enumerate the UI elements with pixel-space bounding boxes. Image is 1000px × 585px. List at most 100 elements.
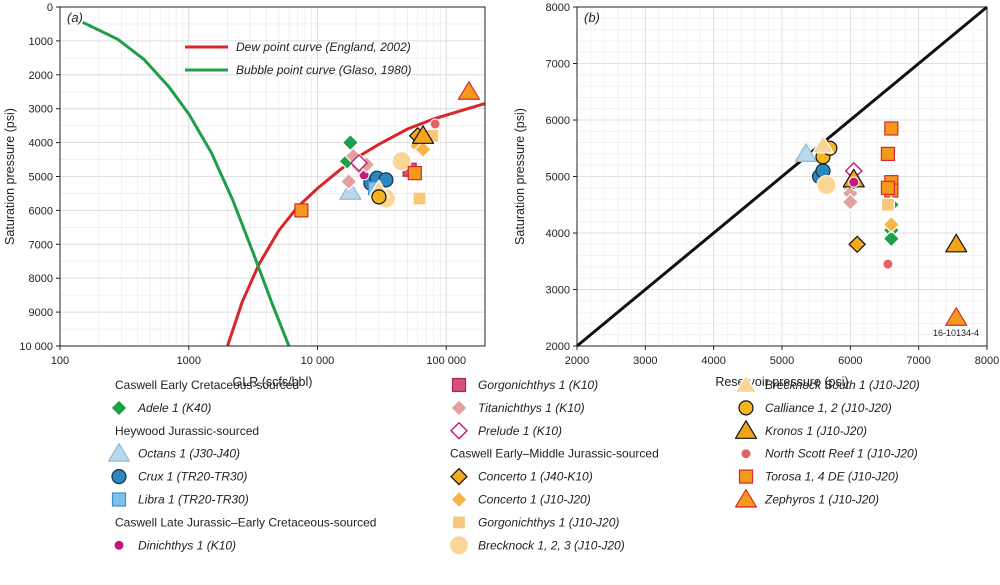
point-torosa-1-4-de-j10-j20	[294, 203, 309, 218]
legend-label: Concerto 1 (J10-J20)	[478, 493, 591, 507]
y-tick-label: 5000	[29, 172, 53, 184]
legend-marker-concerto-1-j10-j20	[450, 490, 468, 509]
panel-a-grid	[59, 6, 486, 347]
y-tick-label: 2000	[29, 70, 53, 82]
legend-label: Gorgonichthys 1 (J10-J20)	[478, 515, 619, 529]
y-tick-label: 8000	[29, 273, 53, 285]
y-tick-label: 3000	[29, 104, 53, 116]
legend-label: Adele 1 (K40)	[137, 401, 211, 415]
point-brecknock-1-2-3-j10-j20	[391, 151, 412, 172]
legend-label: Titanichthys 1 (K10)	[478, 401, 585, 415]
point-north-scott-reef-1-j10-j20	[882, 258, 894, 270]
x-tick-label: 5000	[770, 355, 794, 367]
point-zephyros-1-j10-j20	[457, 81, 481, 100]
panel-a-plot: Dew point curve (England, 2002) Bubble po…	[3, 2, 486, 389]
legend-label: Concerto 1 (J40-K10)	[478, 470, 593, 484]
y-tick-label: 5000	[546, 172, 570, 184]
curve-legend-label: Bubble point curve (Glaso, 1980)	[236, 63, 411, 77]
legend-header: Heywood Jurassic-sourced	[115, 424, 259, 438]
x-axis-label: GLR (scfs/bbl)	[233, 375, 313, 389]
y-tick-label: 7000	[546, 59, 570, 71]
point-kronos-1-j10-j20	[945, 233, 968, 253]
x-tick-label: 2000	[565, 355, 589, 367]
x-tick-label: 8000	[975, 355, 999, 367]
x-tick-label: 4000	[701, 355, 725, 367]
point-titanichthys-1-k10	[841, 193, 860, 211]
point-torosa-1-4-de-j10-j20	[880, 180, 896, 195]
legend-label: Dinichthys 1 (K10)	[138, 538, 236, 552]
legend-marker-titanichthys-1-k10	[450, 399, 468, 417]
x-tick-label: 7000	[906, 355, 930, 367]
legend-label: Torosa 1, 4 DE (J10-J20)	[765, 470, 899, 484]
point-adele-1-k40	[882, 229, 901, 248]
legend-label: Prelude 1 (K10)	[478, 424, 562, 438]
legend-marker-calliance-1-2-j10-j20	[738, 400, 754, 416]
point-prelude-1-k10	[349, 153, 368, 172]
y-tick-label: 10 000	[19, 341, 53, 353]
curve-legend-label: Dew point curve (England, 2002)	[236, 40, 411, 54]
legend-label: North Scott Reef 1 (J10-J20)	[765, 447, 918, 461]
panel-a-points	[294, 81, 481, 218]
curve-bubble-point-curve-glaso-1980	[82, 20, 291, 346]
x-tick-label: 6000	[838, 355, 862, 367]
point-torosa-1-4-de-j10-j20	[884, 121, 899, 136]
panel-b-points	[794, 121, 968, 326]
point-octans-1-j30-j40	[339, 181, 362, 200]
legend-marker-gorgonichthys-1-k10	[451, 377, 467, 393]
point-dinichthys-1-k10	[848, 176, 860, 188]
point-octans-1-j30-j40	[794, 143, 818, 162]
x-tick-label: 3000	[633, 355, 657, 367]
legend-header: Caswell Early Cretaceous-sourced	[115, 378, 299, 392]
legend-marker-adele-1-k40	[110, 399, 128, 417]
legend-label: Gorgonichthys 1 (K10)	[478, 378, 598, 392]
legend-label: Calliance 1, 2 (J10-J20)	[765, 401, 892, 415]
point-torosa-1-4-de-j10-j20	[407, 166, 422, 181]
x-tick-label: 100	[51, 355, 69, 367]
y-tick-label: 2000	[546, 341, 570, 353]
point-concerto-1-j10-j20	[882, 215, 901, 234]
y-tick-label: 9000	[29, 307, 53, 319]
y-tick-label: 4000	[546, 228, 570, 240]
y-tick-label: 7000	[29, 239, 53, 251]
legend-marker-gorgonichthys-1-j10-j20	[451, 515, 467, 530]
y-tick-label: 6000	[29, 205, 53, 217]
legend-marker-kronos-1-j10-j20	[734, 420, 758, 439]
legend-label: Brecknock South 1 (J10-J20)	[765, 378, 920, 392]
point-brecknock-south-1-j10-j20	[811, 134, 835, 154]
point-zephyros-1-j10-j20	[945, 307, 968, 326]
legend-marker-north-scott-reef-1-j10-j20	[740, 448, 752, 460]
point-north-scott-reef-1-j10-j20	[429, 118, 441, 130]
legend-label: Crux 1 (TR20-TR30)	[138, 470, 247, 484]
y-tick-label: 0	[47, 2, 53, 14]
legend: Caswell Early Cretaceous-sourced Adele 1 …	[107, 374, 920, 556]
x-tick-label: 100 000	[426, 355, 466, 367]
y-axis-label: Saturation pressure (psi)	[513, 108, 527, 245]
legend-label: Octans 1 (J30-J40)	[138, 447, 240, 461]
legend-header: Caswell Late Jurassic–Early Cretaceous-s…	[115, 515, 376, 529]
point-gorgonichthys-1-j10-j20	[412, 191, 427, 206]
point-torosa-1-4-de-j10-j20	[880, 146, 896, 161]
point-calliance-1-2-j10-j20	[371, 189, 387, 205]
legend-marker-crux-1-tr20-tr30	[111, 469, 127, 485]
legend-marker-torosa-1-4-de-j10-j20	[738, 469, 754, 484]
panel-label: (a)	[67, 10, 83, 25]
y-tick-label: 1000	[29, 36, 53, 48]
legend-marker-zephyros-1-j10-j20	[734, 488, 758, 508]
point-concerto-1-j40-k10	[848, 235, 867, 254]
legend-marker-brecknock-south-1-j10-j20	[734, 374, 758, 394]
legend-label: Zephyros 1 (J10-J20)	[764, 493, 879, 507]
legend-label: Brecknock 1, 2, 3 (J10-J20)	[478, 538, 625, 552]
figure-id-annotation: 16-10134-4	[933, 328, 979, 338]
point-titanichthys-1-k10	[339, 172, 358, 191]
y-axis-label: Saturation pressure (psi)	[3, 108, 17, 245]
x-tick-label: 10 000	[301, 355, 335, 367]
x-tick-label: 1000	[177, 355, 201, 367]
point-brecknock-1-2-3-j10-j20	[816, 174, 837, 195]
one-to-one-line	[576, 5, 988, 348]
legend-marker-brecknock-1-2-3-j10-j20	[449, 535, 469, 556]
legend-marker-concerto-1-j40-k10	[450, 467, 468, 486]
point-kronos-1-j10-j20	[411, 125, 435, 144]
panel-b-plot: 2000 3000 4000 5000 6000 7000 8000 2000 3000 4000…	[513, 2, 999, 389]
y-tick-label: 4000	[29, 138, 53, 150]
